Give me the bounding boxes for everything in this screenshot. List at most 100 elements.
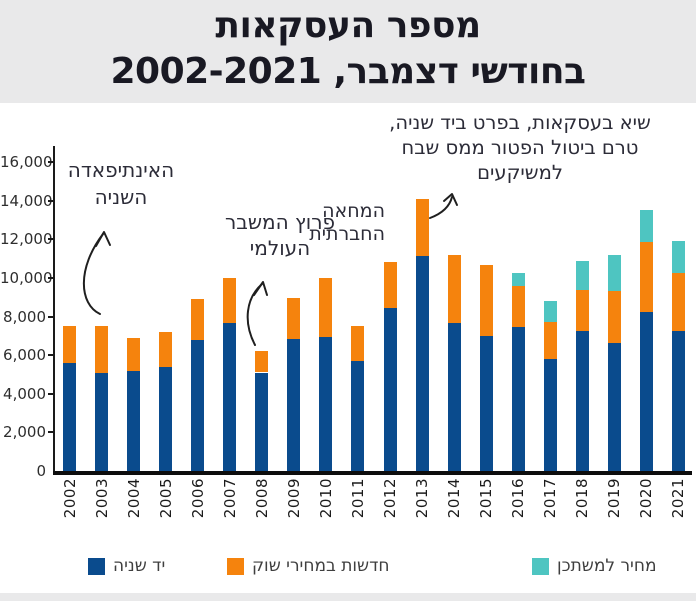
x-label-2003: 2003 [93,478,111,538]
crisis-arrowhead [253,281,268,296]
bar-2007-new-market [223,277,237,324]
legend-item-second-hand: יד שניה [88,556,165,576]
annotation-intifada-line-2: השניה [94,185,148,209]
annotation-intifada-line-1: האינתיפאדה [67,158,175,182]
y-tick-mark-14000 [48,199,53,202]
bar-2004-second-hand [127,370,141,471]
bar-2020-new-market [639,242,653,312]
x-label-2020: 2020 [637,478,655,538]
y-tick-label-14000: 14,000 [0,191,53,210]
chart-title-line2: בחודשי דצמבר, 2002-2021 [110,51,586,92]
y-tick-label-12000: 12,000 [0,230,53,249]
x-label-text-2021: 2021 [669,478,688,519]
bar-2011-second-hand [351,360,365,471]
bar-2021-mechir-lamishtaken [671,241,685,274]
bar-2014-new-market [447,254,461,324]
annotation-protest-line-1: המחאה [322,200,385,222]
annotation-intifada: האינתיפאדה השניה [52,157,190,211]
x-label-2021: 2021 [669,478,687,538]
bar-2010-new-market [319,277,333,337]
annotation-record-line-2: טרם ביטול הפטור ממס שבח [401,136,639,159]
x-label-2011: 2011 [349,478,367,538]
legend-label-new-market: חדשות במחירי שוק [252,556,390,576]
x-label-text-2012: 2012 [381,478,399,519]
bar-2009-second-hand [287,338,301,471]
x-label-text-2004: 2004 [124,478,143,519]
x-label-text-2009: 2009 [284,478,303,519]
bar-2003-second-hand [95,372,109,471]
legend-label-mechir-lamishtaken: מחיר למשתכן [557,556,657,576]
annotation-crisis: פרוץ המשבר העולמי [210,209,350,261]
y-tick-label-8000: 8,000 [3,307,46,326]
bar-2017-second-hand [543,358,557,471]
bar-2014-second-hand [447,323,461,471]
annotation-crisis-line-2: העולמי [249,236,311,260]
x-label-text-2017: 2017 [541,478,560,519]
bar-2013-second-hand [415,255,429,471]
x-label-text-2007: 2007 [220,478,239,519]
x-label-2009: 2009 [285,478,303,538]
x-label-2005: 2005 [157,478,175,538]
y-tick-mark-8000 [48,315,53,318]
y-tick-mark-10000 [48,276,53,279]
title-band: מספר העסקאות בחודשי דצמבר, 2002-2021 [0,0,696,103]
x-label-text-2014: 2014 [445,478,464,519]
chart-title-line1: מספר העסקאות [215,5,481,46]
x-label-2012: 2012 [381,478,399,538]
bar-2012-new-market [383,262,397,308]
x-label-text-2008: 2008 [252,478,271,519]
bar-2003-new-market [95,326,109,373]
x-label-text-2002: 2002 [60,478,79,519]
bar-2016-mechir-lamishtaken [511,273,525,286]
bar-2012-second-hand [383,307,397,471]
bar-2021-second-hand [671,330,685,471]
legend-swatch-new-market [227,557,244,575]
y-tick-label-6000: 6,000 [3,346,46,365]
x-label-text-2016: 2016 [509,478,528,519]
y-tick-label-10000: 10,000 [0,268,53,287]
legend-label-second-hand: יד שניה [113,556,166,576]
legend-item-new-market: חדשות במחירי שוק [227,556,389,576]
bar-2016-new-market [511,285,525,328]
x-label-2018: 2018 [573,478,591,538]
legend-swatch-second-hand [88,557,105,575]
bar-2004-new-market [127,337,141,371]
legend-item-mechir-lamishtaken: מחיר למשתכן [532,556,657,576]
x-label-2002: 2002 [61,478,79,538]
x-label-2007: 2007 [221,478,239,538]
bar-2020-mechir-lamishtaken [639,210,653,243]
bar-2008-new-market [255,351,269,373]
x-label-text-2015: 2015 [477,478,496,519]
x-label-2010: 2010 [317,478,335,538]
bar-2018-second-hand [575,330,589,471]
bar-2007-second-hand [223,323,237,471]
x-label-2006: 2006 [189,478,207,538]
record-arrow [429,196,453,219]
y-tick-mark-6000 [48,354,53,357]
x-label-text-2006: 2006 [188,478,207,519]
x-label-2016: 2016 [509,478,527,538]
x-label-2004: 2004 [125,478,143,538]
y-tick-label-4000: 4,000 [3,384,46,403]
annotation-record: שיא בעסקאות, בפרט ביד שניה, טרם ביטול הפט… [352,110,688,185]
x-label-text-2005: 2005 [156,478,175,519]
legend-swatch-mechir-lamishtaken [532,557,549,575]
y-tick-mark-16000 [48,161,53,163]
y-axis-line [53,146,55,472]
x-label-2019: 2019 [605,478,623,538]
bar-2016-second-hand [511,327,525,471]
bar-2021-new-market [671,273,685,331]
x-label-2013: 2013 [413,478,431,538]
x-label-text-2010: 2010 [316,478,335,519]
bar-2002-new-market [63,326,76,363]
bar-2018-mechir-lamishtaken [575,261,589,291]
crisis-arrow [246,283,263,346]
record-arrowhead [443,193,458,206]
bar-2008-second-hand [255,372,269,471]
y-tick-mark-4000 [48,392,53,395]
x-axis-line [53,471,692,475]
bar-2006-second-hand [191,339,205,471]
intifada-arrowhead [95,231,111,247]
bar-2017-new-market [543,322,557,359]
x-label-text-2020: 2020 [637,478,656,519]
